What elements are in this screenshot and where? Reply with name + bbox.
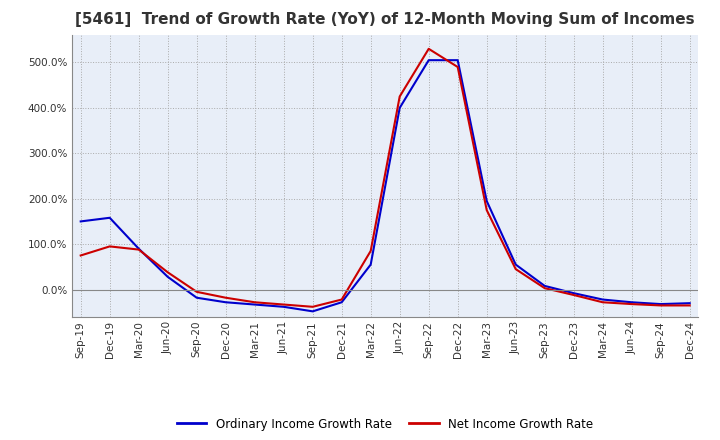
- Ordinary Income Growth Rate: [135, 246, 143, 251]
- Title: [5461]  Trend of Growth Rate (YoY) of 12-Month Moving Sum of Incomes: [5461] Trend of Growth Rate (YoY) of 12-…: [76, 12, 695, 27]
- Legend: Ordinary Income Growth Rate, Net Income Growth Rate: Ordinary Income Growth Rate, Net Income …: [172, 413, 598, 435]
- Line: Ordinary Income Growth Rate: Ordinary Income Growth Rate: [81, 60, 690, 312]
- Ordinary Income Growth Rate: [279, 304, 288, 309]
- Net Income Growth Rate: [251, 300, 259, 305]
- Ordinary Income Growth Rate: [105, 215, 114, 220]
- Ordinary Income Growth Rate: [511, 262, 520, 267]
- Ordinary Income Growth Rate: [424, 58, 433, 63]
- Net Income Growth Rate: [541, 286, 549, 291]
- Net Income Growth Rate: [598, 300, 607, 305]
- Ordinary Income Growth Rate: [657, 301, 665, 307]
- Ordinary Income Growth Rate: [308, 309, 317, 314]
- Net Income Growth Rate: [657, 303, 665, 308]
- Ordinary Income Growth Rate: [251, 302, 259, 307]
- Net Income Growth Rate: [454, 64, 462, 70]
- Net Income Growth Rate: [424, 46, 433, 51]
- Net Income Growth Rate: [105, 244, 114, 249]
- Ordinary Income Growth Rate: [338, 300, 346, 305]
- Ordinary Income Growth Rate: [541, 283, 549, 289]
- Ordinary Income Growth Rate: [366, 262, 375, 267]
- Net Income Growth Rate: [279, 302, 288, 307]
- Net Income Growth Rate: [570, 292, 578, 297]
- Ordinary Income Growth Rate: [192, 295, 201, 301]
- Ordinary Income Growth Rate: [163, 274, 172, 279]
- Net Income Growth Rate: [482, 207, 491, 213]
- Net Income Growth Rate: [135, 247, 143, 252]
- Net Income Growth Rate: [685, 303, 694, 308]
- Net Income Growth Rate: [395, 94, 404, 99]
- Net Income Growth Rate: [221, 295, 230, 301]
- Net Income Growth Rate: [308, 304, 317, 309]
- Ordinary Income Growth Rate: [76, 219, 85, 224]
- Net Income Growth Rate: [192, 289, 201, 294]
- Net Income Growth Rate: [338, 297, 346, 302]
- Ordinary Income Growth Rate: [221, 300, 230, 305]
- Net Income Growth Rate: [366, 248, 375, 253]
- Net Income Growth Rate: [76, 253, 85, 258]
- Net Income Growth Rate: [163, 270, 172, 275]
- Line: Net Income Growth Rate: Net Income Growth Rate: [81, 49, 690, 307]
- Net Income Growth Rate: [511, 267, 520, 272]
- Ordinary Income Growth Rate: [627, 300, 636, 305]
- Net Income Growth Rate: [627, 301, 636, 307]
- Ordinary Income Growth Rate: [570, 290, 578, 296]
- Ordinary Income Growth Rate: [454, 58, 462, 63]
- Ordinary Income Growth Rate: [598, 297, 607, 302]
- Ordinary Income Growth Rate: [685, 301, 694, 306]
- Ordinary Income Growth Rate: [395, 105, 404, 110]
- Ordinary Income Growth Rate: [482, 198, 491, 204]
